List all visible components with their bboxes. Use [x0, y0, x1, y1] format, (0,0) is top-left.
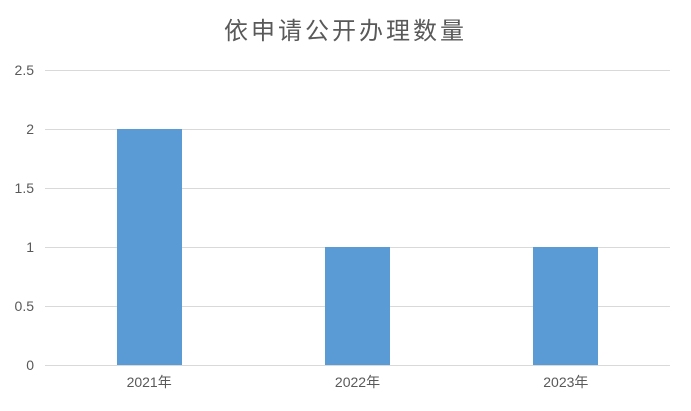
- gridline: [45, 187, 670, 189]
- bar-2023年: [533, 247, 599, 365]
- y-axis-tick-label: 2.5: [14, 62, 34, 78]
- x-axis-tick-label: 2023年: [543, 374, 589, 390]
- x-axis-tick-label: 2022年: [334, 374, 381, 390]
- y-axis-tick-label: 1.5: [14, 180, 34, 196]
- bar-2021年: [116, 129, 182, 365]
- gridline: [45, 128, 670, 130]
- gridline: [45, 69, 670, 71]
- y-axis-tick-label: 2: [26, 121, 34, 137]
- y-axis-tick-label: 1: [26, 239, 34, 255]
- bar-2022年: [325, 247, 390, 365]
- x-axis-tick-label: 2021年: [126, 374, 172, 390]
- y-axis-tick-label: 0.5: [14, 298, 34, 314]
- y-axis-tick-label: 0: [26, 357, 34, 373]
- plot-area: [45, 69, 670, 366]
- chart-title: 依申请公开办理数量: [224, 17, 467, 45]
- gridline: [45, 364, 670, 366]
